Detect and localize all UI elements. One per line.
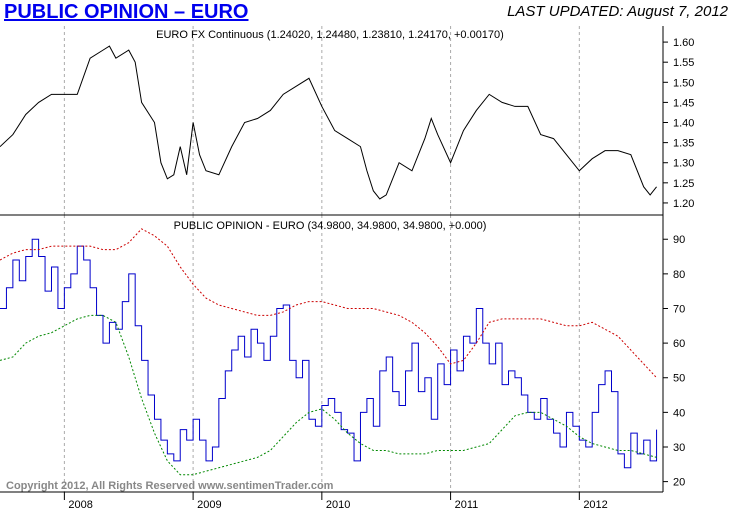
opinion-panel-title: PUBLIC OPINION - EURO (34.9800, 34.9800,… bbox=[174, 220, 487, 232]
y-tick-label: 80 bbox=[673, 269, 685, 281]
upper-band-line bbox=[0, 228, 657, 379]
series-lines bbox=[0, 45, 658, 476]
opinion-line bbox=[0, 238, 658, 469]
y-tick-label: 70 bbox=[673, 303, 685, 315]
copyright-text: Copyright 2012, All Rights Reserved www.… bbox=[6, 480, 334, 492]
y-tick-label: 20 bbox=[673, 477, 685, 489]
page-title[interactable]: PUBLIC OPINION – EURO bbox=[4, 1, 249, 23]
y-tick-label: 40 bbox=[673, 407, 685, 419]
y-tick-label: 1.40 bbox=[673, 118, 694, 130]
x-tick-label: 2008 bbox=[68, 499, 92, 511]
x-tick-label: 2010 bbox=[326, 499, 350, 511]
y-tick-label: 90 bbox=[673, 234, 685, 246]
y-tick-label: 1.45 bbox=[673, 97, 694, 109]
x-tick-label: 2012 bbox=[583, 499, 607, 511]
y-tick-label: 1.30 bbox=[673, 158, 694, 170]
y-tick-label: 1.50 bbox=[673, 77, 694, 89]
y-tick-label: 1.20 bbox=[673, 198, 694, 210]
last-updated-label: LAST UPDATED: August 7, 2012 bbox=[507, 3, 728, 20]
x-tick-label: 2011 bbox=[455, 499, 479, 511]
y-tick-label: 60 bbox=[673, 338, 685, 350]
y-tick-label: 1.60 bbox=[673, 37, 694, 49]
y-tick-label: 30 bbox=[673, 442, 685, 454]
price-line bbox=[0, 45, 657, 200]
y-tick-label: 50 bbox=[673, 373, 685, 385]
y-tick-label: 1.55 bbox=[673, 57, 694, 69]
price-panel-title: EURO FX Continuous (1.24020, 1.24480, 1.… bbox=[156, 29, 504, 41]
y-tick-label: 1.35 bbox=[673, 138, 694, 150]
y-tick-label: 1.25 bbox=[673, 178, 694, 190]
x-tick-label: 2009 bbox=[197, 499, 221, 511]
axis-ticks: 1.20 1.25 1.30 1.35 1.40 1.45 1.50 1.55 1.60 20 30… bbox=[63, 37, 694, 511]
